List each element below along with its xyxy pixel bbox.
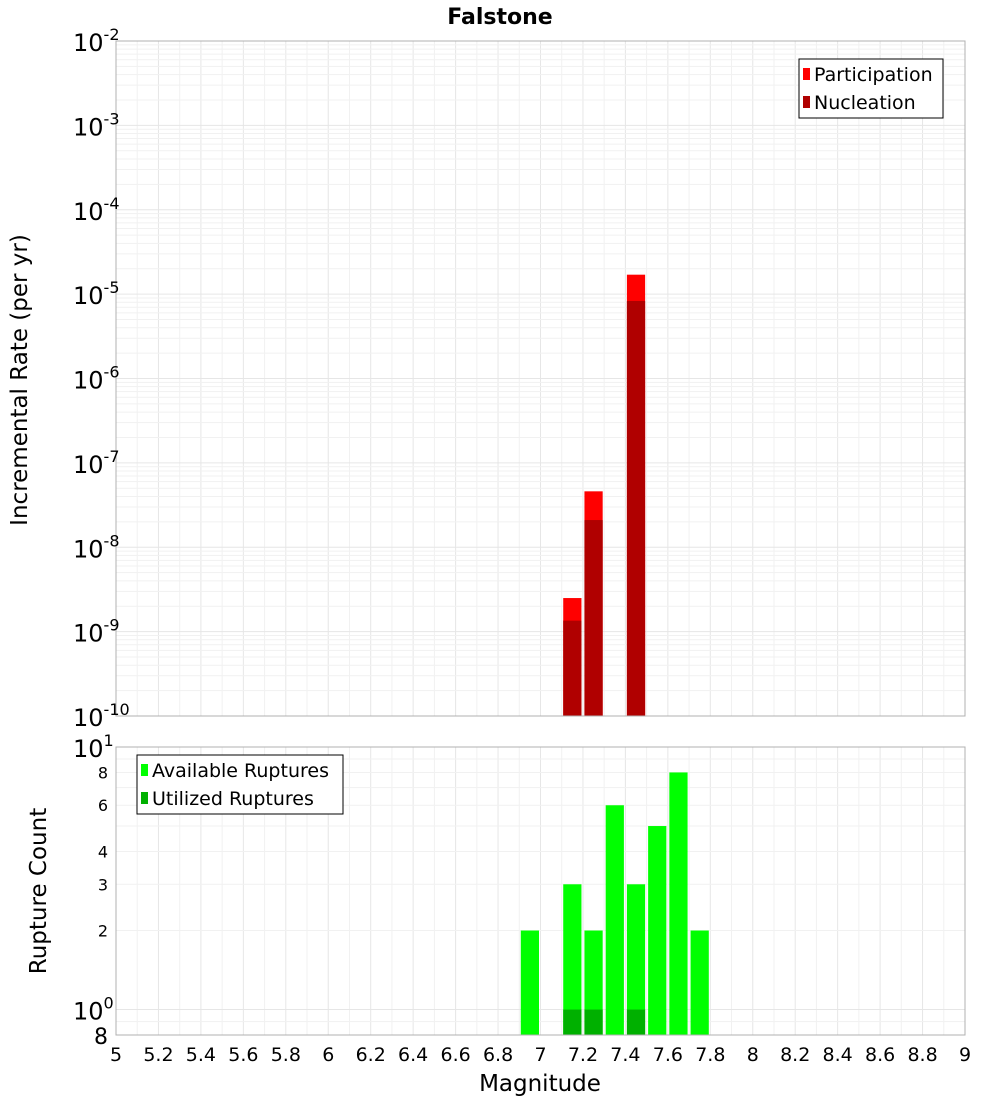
- y-tick-label: 4: [98, 842, 108, 861]
- y-tick-label: 10-8: [73, 531, 120, 563]
- bars: [520, 772, 709, 1035]
- y-tick-label: 10-5: [73, 278, 120, 310]
- utilized-ruptures-legend-label: Utilized Ruptures: [152, 788, 314, 810]
- nucleation-bar: [584, 520, 603, 716]
- x-tick-label: 9: [959, 1044, 971, 1066]
- x-tick-label: 8.8: [907, 1044, 937, 1066]
- plot-frame: [115, 40, 966, 717]
- available-ruptures-legend-swatch: [141, 764, 148, 776]
- y-tick-label: 10-9: [73, 616, 120, 648]
- available-ruptures-bar: [520, 930, 539, 1035]
- nucleation-bar: [563, 620, 582, 716]
- utilized-ruptures-bar: [626, 1009, 646, 1035]
- x-axis-label: Magnitude: [479, 1071, 601, 1097]
- x-tick-label: 8.4: [823, 1044, 853, 1066]
- y-tick-labels: 10-10 10-9 10-8 10-7 10-6 10-5 10-4 10-3 10-2: [73, 25, 130, 732]
- available-ruptures-bar: [648, 826, 667, 1035]
- y-tick-label: 100: [73, 994, 114, 1026]
- y-tick-label: 10-6: [73, 363, 120, 395]
- x-tick-labels: 5 5.2 5.4 5.6 5.8 6 6.2 6.4 6.6 6.8 7 7.2 7.4 7.6 7.8 8…: [110, 1044, 971, 1066]
- available-ruptures-bar: [605, 805, 624, 1035]
- y-tick-label: 101: [73, 731, 114, 763]
- x-tick-label: 8.6: [865, 1044, 895, 1066]
- x-tick-label: 7: [534, 1044, 546, 1066]
- x-tick-label: 7.2: [568, 1044, 598, 1066]
- legend-box: [798, 58, 944, 119]
- nucleation-bar: [626, 300, 646, 716]
- utilized-ruptures-bar: [563, 1009, 582, 1035]
- top-y-axis-label: Incremental Rate (per yr): [7, 234, 33, 526]
- participation-legend-label: Participation: [814, 64, 933, 86]
- y-tick-label: 2: [98, 922, 108, 941]
- x-tick-label: 7.6: [653, 1044, 683, 1066]
- x-tick-label: 7.4: [610, 1044, 640, 1066]
- available-ruptures-bar: [626, 884, 646, 1035]
- y-tick-label: 3: [98, 875, 108, 894]
- x-tick-label: 5.8: [271, 1044, 301, 1066]
- y-tick-label: 10-10: [73, 700, 130, 732]
- legend: Available Ruptures Utilized Ruptures: [136, 754, 344, 815]
- x-tick-label: 6: [322, 1044, 334, 1066]
- y-tick-label: 8: [94, 1025, 108, 1050]
- x-tick-label: 6.6: [440, 1044, 470, 1066]
- x-tick-label: 6.8: [483, 1044, 513, 1066]
- x-tick-label: 5.2: [143, 1044, 173, 1066]
- bars: [563, 274, 646, 716]
- utilized-ruptures-bar: [584, 1009, 603, 1035]
- y-tick-label: 6: [98, 796, 108, 815]
- x-tick-label: 6.2: [356, 1044, 386, 1066]
- x-tick-label: 5: [110, 1044, 122, 1066]
- available-ruptures-bar: [690, 930, 709, 1035]
- rate-plot: 10-10 10-9 10-8 10-7 10-6 10-5 10-4 10-3 10-2 Par…: [73, 25, 966, 732]
- y-tick-label: 10-4: [73, 194, 120, 226]
- grid: [115, 41, 966, 717]
- available-ruptures-bar: [563, 884, 582, 1035]
- plot-frame: [115, 746, 966, 1036]
- available-ruptures-legend-label: Available Ruptures: [152, 760, 329, 782]
- legend: Participation Nucleation: [798, 58, 944, 119]
- chart-title: Falstone: [447, 5, 552, 30]
- y-tick-label: 10-3: [73, 109, 120, 141]
- participation-legend-swatch: [803, 68, 810, 80]
- nucleation-legend-label: Nucleation: [814, 92, 916, 114]
- x-tick-label: 8.2: [780, 1044, 810, 1066]
- x-tick-label: 5.4: [186, 1044, 216, 1066]
- x-tick-label: 7.8: [695, 1044, 725, 1066]
- available-ruptures-bar: [584, 930, 603, 1035]
- utilized-ruptures-legend-swatch: [141, 792, 148, 804]
- available-ruptures-bar: [669, 772, 688, 1035]
- y-tick-label: 10-2: [73, 25, 120, 57]
- y-tick-label: 10-7: [73, 447, 120, 479]
- x-tick-label: 8: [747, 1044, 759, 1066]
- x-tick-label: 6.4: [398, 1044, 428, 1066]
- bottom-y-axis-label: Rupture Count: [26, 808, 52, 974]
- x-tick-label: 5.6: [228, 1044, 258, 1066]
- nucleation-legend-swatch: [803, 96, 810, 108]
- y-tick-label: 8: [98, 763, 108, 782]
- legend-box: [136, 754, 344, 815]
